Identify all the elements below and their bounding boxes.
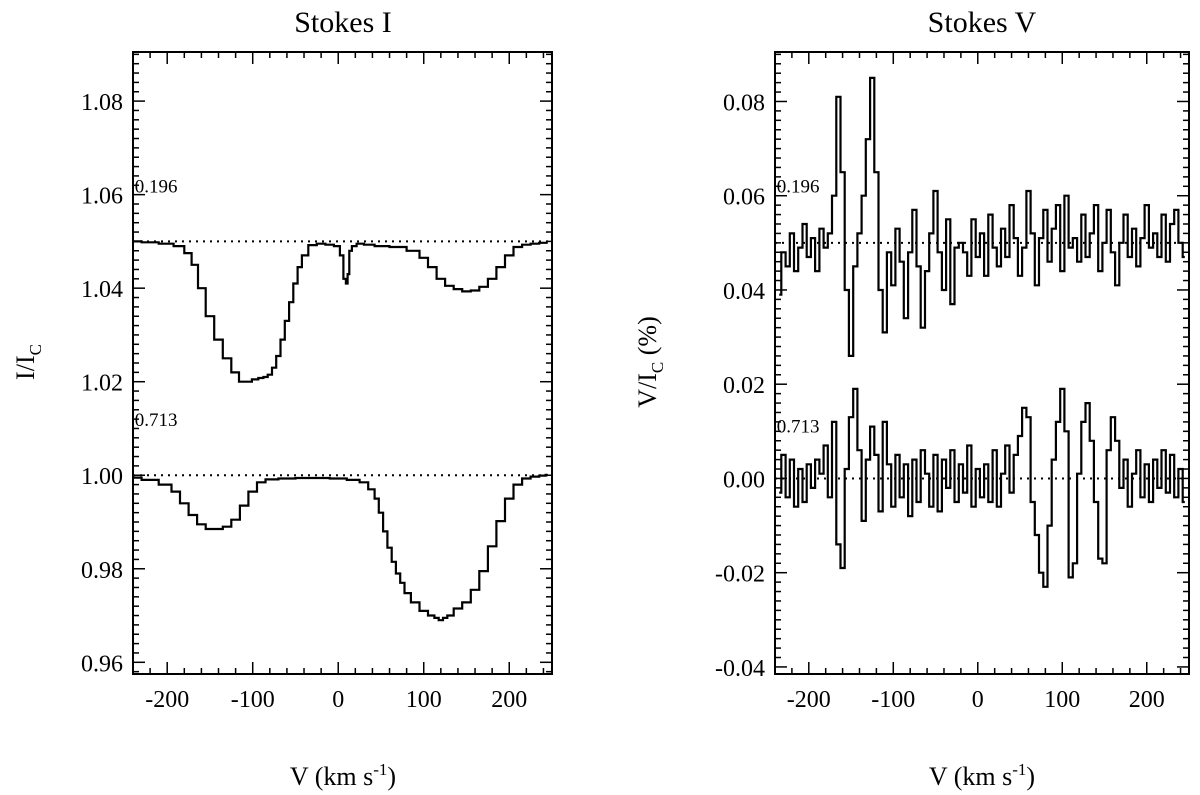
stokes-i-x-tick-label: 100 bbox=[406, 687, 442, 713]
stokes-i-x-tick-label: 0 bbox=[332, 687, 344, 713]
stokes-v-plot-frame bbox=[774, 51, 1190, 675]
stokes-i-y-axis-label: I/IC bbox=[11, 344, 45, 380]
stokes-i-y-tick-label: 1.02 bbox=[81, 371, 123, 397]
stokes-i-title: Stokes I bbox=[294, 6, 392, 39]
stokes-v-x-tick-label: 100 bbox=[1044, 687, 1080, 713]
stokes-v-series-0.196 bbox=[779, 76, 1185, 357]
stokes-i-y-tick-label: 0.98 bbox=[81, 558, 123, 584]
stokes-i-y-tick-label: 1.00 bbox=[81, 464, 123, 490]
stokes-v-x-tick-label: -100 bbox=[871, 687, 915, 713]
stokes-i-series-0.196 bbox=[133, 240, 548, 383]
stokes-v-x-axis-label: V (km s-1) bbox=[929, 760, 1035, 791]
stokes-v-x-tick-label: 200 bbox=[1129, 687, 1165, 713]
stokes-v-x-tick-label: 0 bbox=[972, 687, 984, 713]
stokes-i-panel: Stokes I V (km s-1) I/IC -200 -100 0 100 200… bbox=[11, 6, 553, 791]
stokes-v-y-tick-label: -0.04 bbox=[715, 656, 765, 682]
stokes-i-series-0.713 bbox=[133, 473, 548, 622]
stokes-v-series-0.713 bbox=[779, 387, 1185, 588]
stokes-v-y-tick-label: 0.06 bbox=[723, 185, 765, 211]
stokes-v-y-tick-label: 0.08 bbox=[723, 90, 765, 116]
stokes-i-y-tick-label: 1.06 bbox=[81, 184, 123, 210]
stokes-v-y-tick-label: -0.02 bbox=[715, 562, 765, 588]
stokes-v-y-axis-label: V/IC (%) bbox=[633, 316, 667, 408]
stokes-v-phase-annotation: 0.196 bbox=[777, 176, 820, 197]
stokes-i-y-tick-label: 1.04 bbox=[81, 277, 123, 303]
stokes-v-title: Stokes V bbox=[928, 6, 1037, 39]
stokes-i-x-tick-label: -100 bbox=[231, 687, 275, 713]
stokes-i-phase-annotation: 0.196 bbox=[135, 176, 178, 197]
stokes-i-x-tick-label: -200 bbox=[145, 687, 189, 713]
stokes-v-y-tick-label: 0.02 bbox=[723, 373, 765, 399]
stokes-i-y-tick-label: 1.08 bbox=[81, 90, 123, 116]
stokes-v-phase-annotation: 0.713 bbox=[777, 417, 820, 438]
stokes-v-y-tick-label: 0.00 bbox=[723, 467, 765, 493]
stokes-i-plot-frame bbox=[132, 51, 553, 675]
stokes-v-x-tick-label: -200 bbox=[787, 687, 831, 713]
stokes-i-phase-annotation: 0.713 bbox=[135, 410, 178, 431]
stokes-v-panel: Stokes V V (km s-1) V/IC (%) -200 -100 0 10… bbox=[633, 6, 1190, 791]
stokes-i-y-tick-label: 0.96 bbox=[81, 651, 123, 677]
stokes-v-y-tick-label: 0.04 bbox=[723, 279, 765, 305]
stokes-i-x-axis-label: V (km s-1) bbox=[290, 760, 396, 791]
stokes-i-x-tick-label: 200 bbox=[491, 687, 527, 713]
